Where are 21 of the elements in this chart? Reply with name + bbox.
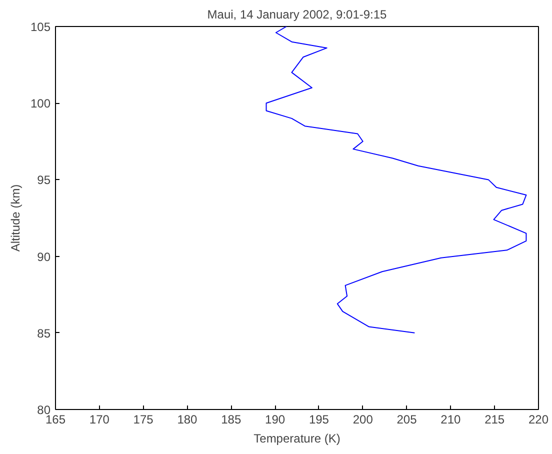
x-tick-label: 200 xyxy=(352,412,374,426)
y-tick-label: 85 xyxy=(37,326,51,340)
y-axis-title: Altitude (km) xyxy=(8,184,22,252)
x-tick-label: 210 xyxy=(440,412,462,426)
x-tick-label: 185 xyxy=(221,412,242,426)
y-tick-label: 95 xyxy=(37,173,51,188)
x-tick-label: 180 xyxy=(177,412,198,426)
x-tick-label: 195 xyxy=(308,412,330,426)
y-tick-label: 90 xyxy=(37,250,51,264)
chart-title: Maui, 14 January 2002, 9:01-9:15 xyxy=(207,8,388,22)
x-axis-title: Temperature (K) xyxy=(254,432,340,446)
line-series xyxy=(266,26,527,334)
x-tick-label: 205 xyxy=(396,412,418,426)
y-tick-label: 105 xyxy=(30,20,51,34)
x-tick-label: 165 xyxy=(45,412,66,426)
x-tick-label: 220 xyxy=(528,412,549,426)
x-tick-label: 175 xyxy=(133,412,154,426)
x-tick-label: 215 xyxy=(484,412,505,426)
x-tick-label: 190 xyxy=(265,412,286,426)
x-tick-label: 170 xyxy=(89,412,110,426)
y-tick-label: 100 xyxy=(30,96,51,111)
